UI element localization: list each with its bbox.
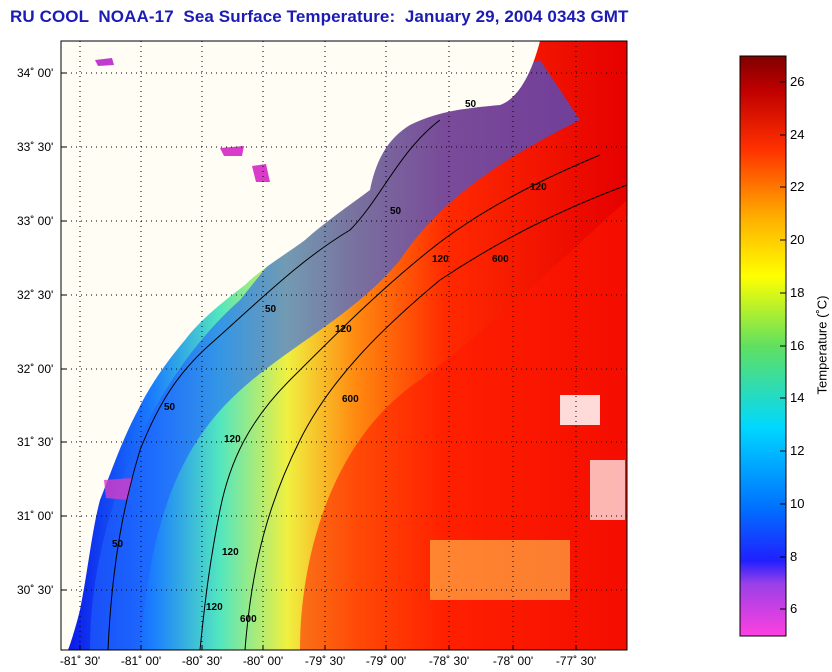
contour-label: 120 <box>206 602 223 613</box>
colorbar-axis-label: Temperature (˚C) <box>814 295 830 395</box>
cloud-patch-2 <box>590 460 625 520</box>
isobath-50 <box>107 119 441 650</box>
colorbar-tick-label: 12 <box>790 443 805 458</box>
colorbar-ticks <box>780 81 786 610</box>
map-frame-area: 50 50 50 50 50 120 120 120 120 120 120 6… <box>61 41 627 650</box>
colorbar-tick-label: 20 <box>790 232 805 247</box>
lon-label: -81˚ 30' <box>59 654 101 668</box>
cloud-flag-4 <box>104 478 132 500</box>
lat-label: 33˚ 30' <box>17 140 54 154</box>
cloud-flag-3 <box>252 164 270 182</box>
lon-label: -80˚ 30' <box>181 654 223 668</box>
contour-label: 50 <box>390 206 402 217</box>
contour-label: 120 <box>224 434 241 445</box>
colorbar-tick-label: 22 <box>790 179 805 194</box>
lon-label: -77˚ 30' <box>555 654 597 668</box>
isobath-120 <box>199 154 601 650</box>
contour-label: 50 <box>465 99 477 110</box>
map-title: RU COOL NOAA-17 Sea Surface Temperature:… <box>10 7 629 26</box>
axis-ticks <box>61 72 577 650</box>
contour-label: 50 <box>265 304 277 315</box>
map-border <box>60 40 628 651</box>
land-area <box>61 41 540 650</box>
gulf-stream-warm-core <box>300 200 627 650</box>
lat-label: 30˚ 30' <box>17 583 54 597</box>
contour-label: 120 <box>432 254 449 265</box>
contour-label: 600 <box>240 614 257 625</box>
colorbar-tick-label: 10 <box>790 496 805 511</box>
lon-label: -79˚ 00' <box>365 654 407 668</box>
lat-label: 31˚ 00' <box>17 509 54 523</box>
lon-label: -78˚ 00' <box>492 654 534 668</box>
cloud-patch-3 <box>430 540 570 600</box>
lat-label: 32˚ 00' <box>17 362 54 376</box>
lon-label: -81˚ 00' <box>120 654 162 668</box>
contour-label: 120 <box>335 324 352 335</box>
lat-label: 33˚ 00' <box>17 214 54 228</box>
colorbar-tick-label: 26 <box>790 74 805 89</box>
colorbar-tick-label: 16 <box>790 338 805 353</box>
lat-label: 31˚ 30' <box>17 435 54 449</box>
lon-label: -80˚ 00' <box>242 654 284 668</box>
contour-label: 600 <box>492 254 509 265</box>
lat-label: 34˚ 00' <box>17 66 54 80</box>
lat-label: 32˚ 30' <box>17 288 54 302</box>
contour-label: 600 <box>342 394 359 405</box>
contour-label: 50 <box>112 539 124 550</box>
colorbar-tick-label: 24 <box>790 127 805 142</box>
contour-label: 120 <box>530 182 547 193</box>
colorbar <box>739 55 787 637</box>
colorbar-tick-label: 6 <box>790 601 798 616</box>
isobath-600 <box>244 184 627 650</box>
coastal-cool-band <box>90 60 580 650</box>
cloud-patch-1 <box>560 395 600 425</box>
lon-label: -78˚ 30' <box>428 654 470 668</box>
cloud-flag-1 <box>95 58 114 66</box>
contour-label: 120 <box>222 547 239 558</box>
colorbar-tick-label: 8 <box>790 549 798 564</box>
lon-label: -79˚ 30' <box>304 654 346 668</box>
cloud-flag-2 <box>220 146 244 156</box>
contour-label: 50 <box>164 402 176 413</box>
colorbar-tick-label: 14 <box>790 390 805 405</box>
colorbar-tick-label: 18 <box>790 285 805 300</box>
